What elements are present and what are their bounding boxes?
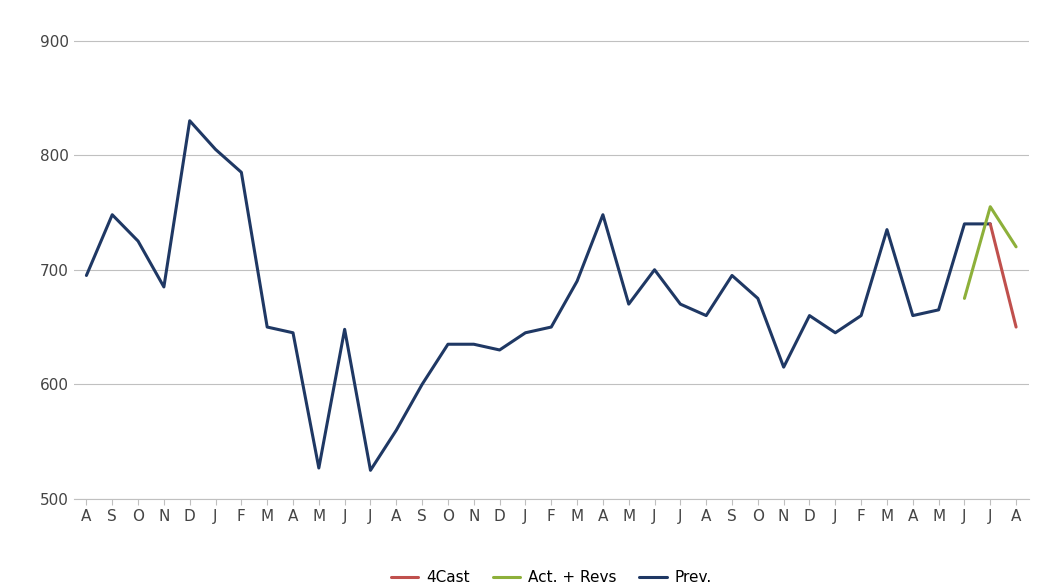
Prev. [209,146,222,153]
Prev. [442,340,455,348]
Prev. [881,226,894,233]
Prev. [984,220,996,227]
Prev. [467,340,480,348]
Act. + Revs [959,295,971,302]
Prev. [106,211,119,218]
Prev. [364,467,377,474]
Legend: 4Cast, Act. + Revs, Prev.: 4Cast, Act. + Revs, Prev. [385,564,717,587]
Prev. [959,220,971,227]
Prev. [390,427,402,434]
Prev. [338,326,351,333]
Prev. [571,278,584,285]
Act. + Revs [984,203,996,210]
Prev. [777,363,790,370]
Prev. [830,329,842,336]
Prev. [416,381,428,388]
Prev. [235,169,248,176]
Prev. [726,272,738,279]
Prev. [596,211,609,218]
Line: 4Cast: 4Cast [990,224,1016,327]
Prev. [674,301,687,308]
Act. + Revs [1010,243,1023,250]
Act. + Revs [184,112,196,119]
Prev. [932,306,945,313]
Prev. [752,295,764,302]
Prev. [260,323,273,330]
Prev. [80,272,92,279]
Prev. [700,312,713,319]
Prev. [313,464,326,471]
Prev. [519,329,531,336]
Prev. [906,312,919,319]
Line: Prev.: Prev. [86,121,990,470]
4Cast [1010,323,1023,330]
Line: Act. + Revs: Act. + Revs [190,115,1016,298]
Prev. [648,266,660,274]
Prev. [855,312,867,319]
Prev. [545,323,558,330]
4Cast [984,220,996,227]
Prev. [287,329,299,336]
Prev. [623,301,635,308]
Prev. [131,238,144,245]
Prev. [158,284,170,291]
Prev. [494,346,506,353]
Prev. [184,117,196,124]
Prev. [803,312,816,319]
